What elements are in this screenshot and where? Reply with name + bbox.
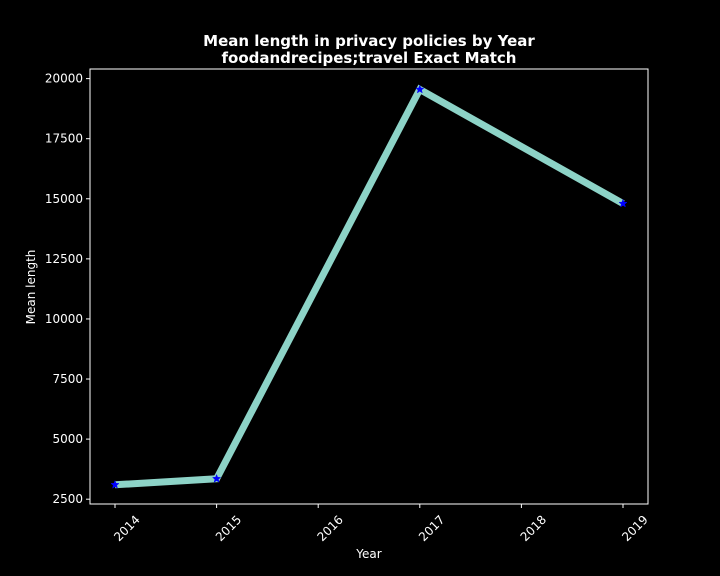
y-tick-label: 15000	[45, 192, 83, 206]
data-point-marker	[415, 84, 425, 94]
chart-subtitle: foodandrecipes;travel Exact Match	[222, 49, 517, 67]
plot-frame	[89, 68, 649, 505]
y-tick-label: 5000	[52, 432, 83, 446]
data-point-marker	[618, 198, 628, 208]
y-tick-label: 2500	[52, 492, 83, 506]
chart-title: Mean length in privacy policies by Year	[203, 32, 535, 50]
y-axis: 2500 5000 7500 10000 12500 15000 17500 20000	[45, 72, 90, 506]
x-tick-label: 2015	[213, 513, 244, 544]
y-tick-label: 17500	[45, 132, 83, 146]
series-layer	[110, 84, 628, 489]
y-tick-label: 10000	[45, 312, 83, 326]
x-tick-label: 2016	[314, 513, 345, 544]
x-tick-label: 2014	[111, 513, 142, 544]
y-tick-label: 7500	[52, 372, 83, 386]
y-tick-label: 20000	[45, 72, 83, 86]
data-point-marker	[211, 473, 222, 483]
x-axis: 2014 2015 2016 2017 2018 2019	[111, 504, 651, 544]
x-tick-label: 2018	[518, 513, 549, 544]
x-tick-label: 2017	[416, 513, 447, 544]
y-tick-label: 12500	[45, 252, 83, 266]
data-point-marker	[110, 479, 120, 489]
series-line	[114, 84, 625, 489]
y-axis-label: Mean length	[24, 250, 38, 325]
x-axis-label: Year	[355, 547, 381, 561]
x-tick-label: 2019	[619, 513, 650, 544]
